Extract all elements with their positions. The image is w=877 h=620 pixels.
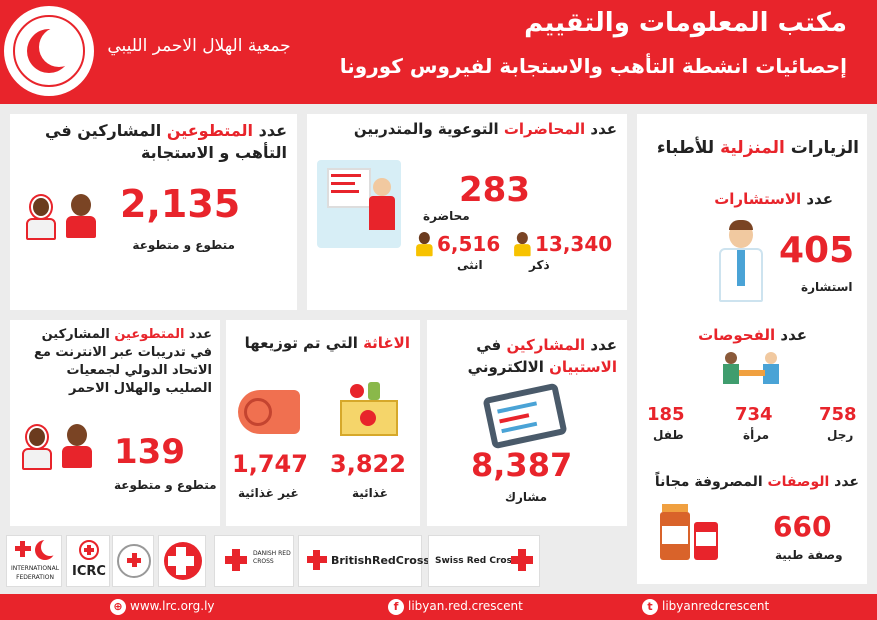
exam-children-label: طفل [653, 428, 684, 442]
lectures-panel: عدد المحاضرات التوعوية والمتدربين 283 مح… [307, 114, 627, 310]
page-title: مكتب المعلومات والتقييم [524, 8, 847, 38]
crescent-icon [27, 27, 79, 73]
female-trainee-icon [415, 232, 434, 257]
examinations-title: عدد الفحوصات [698, 326, 807, 344]
food-relief-label: غذائية [352, 486, 388, 500]
bedroll-icon [238, 390, 300, 434]
page-subtitle: إحصائيات انشطة التأهب والاستجابة لفيروس … [339, 54, 847, 78]
online-training-label: متطوع و متطوعة [114, 478, 217, 492]
female-volunteer-icon [24, 196, 58, 242]
swiss-red-cross-logo: Swiss Red Cross [428, 535, 540, 587]
exam-men-count: 758 [819, 404, 857, 425]
icrc-text: ICRC [72, 564, 106, 579]
online-training-title: عدد المتطوعين المشاركين في تدريبات عبر ا… [33, 327, 212, 396]
food-box-icon [334, 382, 404, 438]
org-name: جمعية الهلال الاحمر الليبي [107, 36, 291, 56]
online-training-panel: عدد المتطوعين المشاركين في تدريبات عبر ا… [10, 320, 220, 526]
relief-title: الاغاثة التي تم توزيعها [244, 334, 410, 352]
medicine-bottles-icon [658, 500, 722, 566]
danish-text: DANISH RED CROSS [253, 550, 291, 565]
website-link[interactable]: www.lrc.org.ly [130, 599, 215, 613]
female-volunteer-icon-2 [20, 426, 54, 472]
exam-women-label: مرأة [743, 428, 770, 442]
male-volunteer-icon [64, 194, 98, 240]
male-trainees-count: 13,340 [535, 232, 613, 256]
survey-title: عدد المشاركين في الاستبيان الالكتروني [467, 336, 617, 376]
facebook-icon: f [388, 599, 404, 615]
male-trainee-icon [513, 232, 532, 257]
examination-scene-icon [721, 350, 783, 386]
libyan-red-crescent-logo [4, 6, 94, 96]
food-relief-count: 3,822 [330, 450, 406, 478]
prescriptions-count: 660 [773, 510, 832, 543]
facebook-link[interactable]: libyan.red.crescent [408, 599, 523, 613]
volunteers-panel: عدد المتطوعين المشاركين في التأهب و الاس… [10, 114, 297, 310]
female-trainees-label: انثى [457, 258, 483, 272]
relief-panel: الاغاثة التي تم توزيعها 1,747 غير غذائية… [226, 320, 420, 526]
male-volunteer-icon-2 [60, 424, 94, 470]
volunteers-title: عدد المتطوعين المشاركين في التأهب و الاس… [45, 121, 287, 162]
exam-women-count: 734 [735, 404, 773, 425]
nonfood-relief-label: غير غذائية [238, 486, 299, 500]
consultations-count: 405 [779, 230, 855, 271]
swiss-text: Swiss Red Cross [435, 556, 518, 566]
online-training-count: 139 [114, 432, 185, 472]
header-banner: جمعية الهلال الاحمر الليبي مكتب المعلوما… [0, 0, 877, 104]
prescriptions-title: عدد الوصفات المصروفة مجاناً [654, 474, 859, 490]
exam-children-count: 185 [647, 404, 685, 425]
footer-bar: ⊕ www.lrc.org.ly f libyan.red.crescent t… [0, 594, 877, 620]
presentation-board-icon [317, 160, 401, 248]
british-text: BritishRedCross [331, 554, 430, 567]
danish-red-cross-logo: DANISH RED CROSS [214, 535, 294, 587]
consultations-title: عدد الاستشارات [714, 190, 833, 208]
volunteers-count: 2,135 [120, 182, 241, 226]
female-trainees-count: 6,516 [437, 232, 501, 256]
tablet-survey-icon [482, 382, 568, 450]
home-visits-title: الزيارات المنزلية للأطباء [656, 138, 859, 158]
logo-ring [13, 15, 85, 87]
twitter-icon: t [642, 599, 658, 615]
lectures-count: 283 [459, 170, 530, 210]
icrc-logo: ICRC [66, 535, 110, 587]
ifrc-text: INTERNATIONAL FEDERATION [10, 565, 60, 581]
ifrc-logo: INTERNATIONAL FEDERATION [6, 535, 62, 587]
doctor-icon [711, 220, 771, 302]
survey-participants-count: 8,387 [471, 446, 573, 484]
survey-panel: عدد المشاركين في الاستبيان الالكتروني 8,… [427, 320, 627, 526]
survey-participants-label: مشارك [505, 490, 548, 504]
globe-icon: ⊕ [110, 599, 126, 615]
lectures-title: عدد المحاضرات التوعوية والمتدربين [353, 120, 617, 138]
twitter-link[interactable]: libyanredcrescent [662, 599, 770, 613]
volunteers-label: متطوع و متطوعة [132, 238, 235, 252]
british-red-cross-logo: BritishRedCross [298, 535, 430, 587]
consultations-label: استشارة [801, 280, 853, 294]
exam-men-label: رجل [827, 428, 854, 442]
lectures-label: محاضرة [423, 209, 470, 223]
male-trainees-label: ذكر [529, 258, 550, 272]
prescriptions-label: وصفة طبية [775, 548, 843, 562]
italian-red-cross-logo [112, 535, 154, 587]
croce-rossa-logo [158, 535, 206, 587]
nonfood-relief-count: 1,747 [232, 450, 308, 478]
